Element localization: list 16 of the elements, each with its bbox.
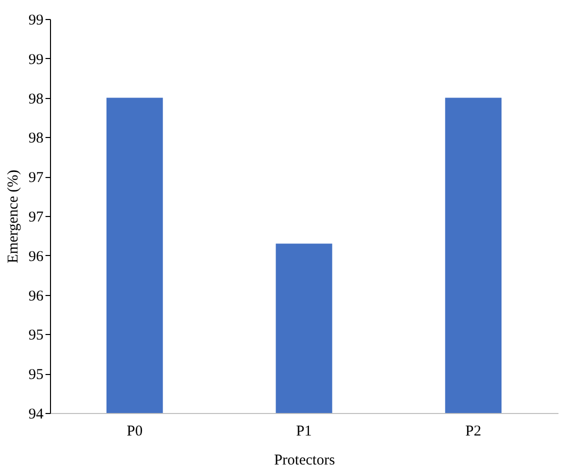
x-axis-title: Protectors [274, 452, 336, 468]
y-tick-label: 95 [28, 367, 44, 384]
y-tick-label: 99 [28, 12, 44, 28]
x-tick-label: P1 [296, 424, 312, 440]
y-tick-label: 98 [28, 91, 44, 108]
x-tick-label: P0 [126, 424, 143, 440]
y-tick-label: 99 [28, 52, 44, 68]
y-tick-label: 96 [28, 248, 44, 265]
y-tick-label: 97 [28, 170, 44, 186]
y-tick-label: 97 [28, 210, 44, 226]
y-tick-label: 95 [28, 328, 44, 344]
y-tick-label: 96 [28, 288, 44, 304]
x-tick-label: P2 [465, 424, 482, 440]
y-axis-title: Emergence (%) [6, 170, 22, 264]
y-tick-label: 98 [28, 130, 44, 147]
y-tick-label: 94 [28, 406, 44, 422]
